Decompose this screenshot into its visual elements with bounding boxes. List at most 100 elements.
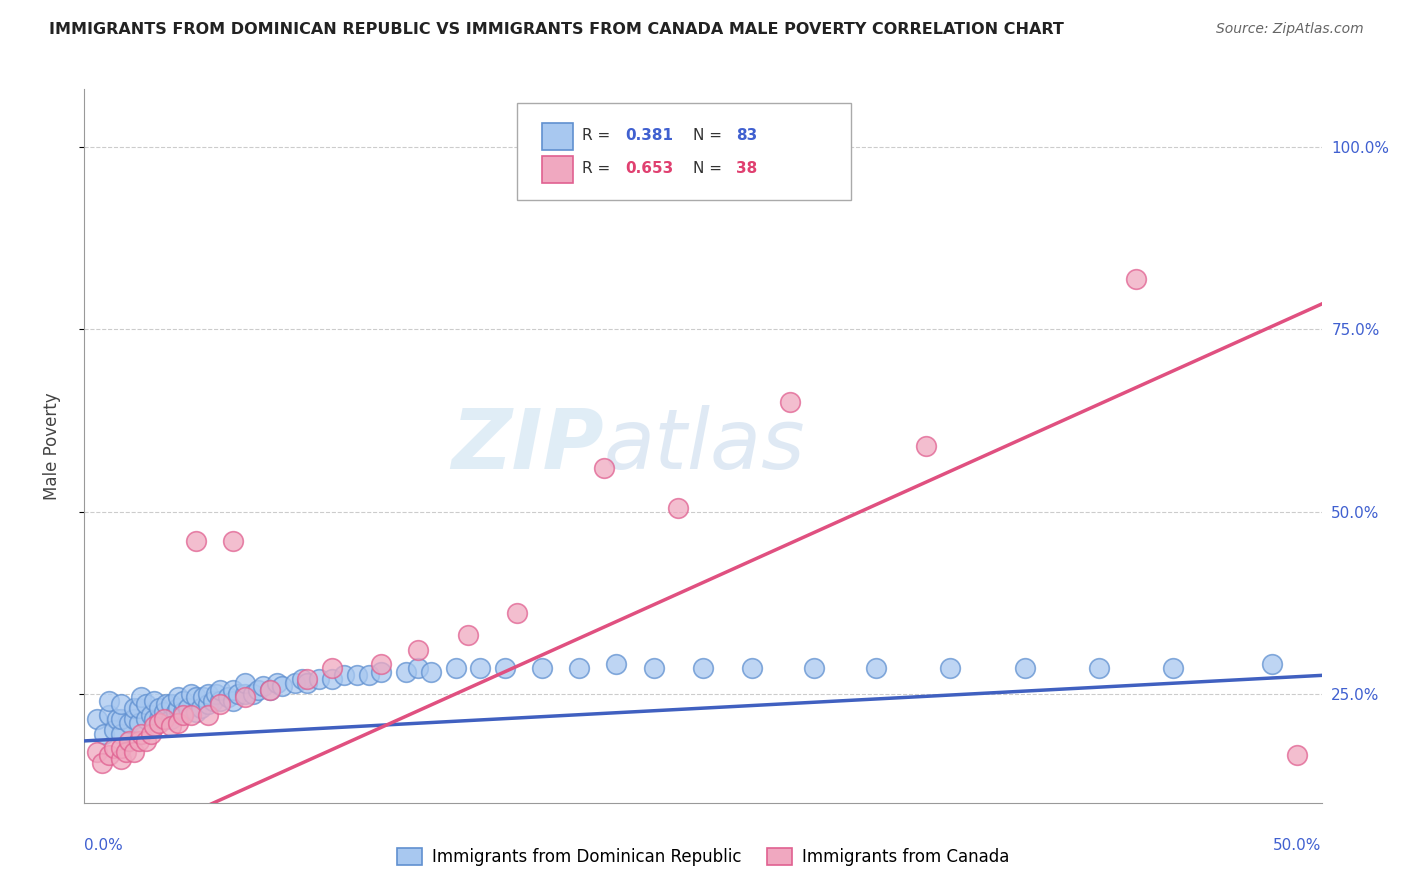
Point <box>122 745 145 759</box>
Point <box>160 712 183 726</box>
Point <box>233 675 256 690</box>
Point <box>204 687 226 701</box>
Point <box>190 701 212 715</box>
Point <box>110 752 132 766</box>
Point <box>333 668 356 682</box>
Point <box>128 734 150 748</box>
Point <box>666 500 689 515</box>
Point <box>128 715 150 730</box>
Point <box>122 701 145 715</box>
Point <box>222 682 245 697</box>
Point <box>184 705 207 719</box>
Point <box>408 643 430 657</box>
Point <box>177 701 200 715</box>
Text: Source: ZipAtlas.com: Source: ZipAtlas.com <box>1216 22 1364 37</box>
Point <box>122 712 145 726</box>
Point <box>321 661 343 675</box>
Point <box>531 661 554 675</box>
Point <box>110 698 132 712</box>
Point <box>148 712 170 726</box>
Point <box>167 701 190 715</box>
Point <box>172 694 194 708</box>
Point <box>692 661 714 675</box>
Point <box>165 705 187 719</box>
Text: 0.653: 0.653 <box>626 161 673 176</box>
Point <box>93 726 115 740</box>
Point <box>370 665 392 679</box>
Point <box>259 682 281 697</box>
Point <box>103 723 125 737</box>
FancyBboxPatch shape <box>543 123 574 150</box>
Point <box>142 712 165 726</box>
Point <box>266 675 288 690</box>
Point <box>135 712 157 726</box>
Point <box>209 682 232 697</box>
Point <box>242 687 264 701</box>
Point <box>167 715 190 730</box>
Point <box>167 690 190 705</box>
Text: ZIP: ZIP <box>451 406 605 486</box>
Point <box>209 698 232 712</box>
Point <box>155 698 177 712</box>
Point <box>184 533 207 548</box>
Point <box>865 661 887 675</box>
Point <box>115 745 138 759</box>
Point <box>148 715 170 730</box>
Point <box>284 675 307 690</box>
Text: IMMIGRANTS FROM DOMINICAN REPUBLIC VS IMMIGRANTS FROM CANADA MALE POVERTY CORREL: IMMIGRANTS FROM DOMINICAN REPUBLIC VS IM… <box>49 22 1064 37</box>
Point <box>160 698 183 712</box>
Point <box>1285 748 1308 763</box>
Point <box>233 690 256 705</box>
Point <box>160 719 183 733</box>
Point <box>271 679 294 693</box>
Point <box>395 665 418 679</box>
Point <box>129 726 152 740</box>
Point <box>308 672 330 686</box>
Point <box>1088 661 1111 675</box>
Point <box>98 748 121 763</box>
Point <box>152 712 174 726</box>
Point <box>191 690 214 705</box>
Point <box>568 661 591 675</box>
Text: 38: 38 <box>737 161 758 176</box>
Point <box>939 661 962 675</box>
Point <box>118 715 141 730</box>
Point <box>419 665 441 679</box>
Point <box>252 679 274 693</box>
Point <box>180 687 202 701</box>
Point <box>295 675 318 690</box>
Point <box>1261 657 1284 672</box>
Point <box>444 661 467 675</box>
Point <box>90 756 112 770</box>
Point <box>494 661 516 675</box>
Point <box>506 607 529 621</box>
Point <box>128 701 150 715</box>
Point <box>197 708 219 723</box>
Point <box>357 668 380 682</box>
Legend: Immigrants from Dominican Republic, Immigrants from Canada: Immigrants from Dominican Republic, Immi… <box>391 841 1015 873</box>
Point <box>110 726 132 740</box>
Point <box>152 705 174 719</box>
Text: 83: 83 <box>737 128 758 144</box>
Text: atlas: atlas <box>605 406 806 486</box>
Point <box>1125 271 1147 285</box>
Point <box>180 708 202 723</box>
Point <box>184 690 207 705</box>
Point <box>1014 661 1036 675</box>
Text: R =: R = <box>582 128 614 144</box>
Point <box>457 628 479 642</box>
Point <box>291 672 314 686</box>
Point <box>246 682 269 697</box>
Point <box>197 687 219 701</box>
Text: R =: R = <box>582 161 614 176</box>
Point <box>470 661 492 675</box>
Point <box>321 672 343 686</box>
Point <box>129 690 152 705</box>
Point <box>741 661 763 675</box>
Point <box>346 668 368 682</box>
Point <box>197 698 219 712</box>
Point <box>110 741 132 756</box>
Point <box>98 708 121 723</box>
Text: 50.0%: 50.0% <box>1274 838 1322 854</box>
FancyBboxPatch shape <box>517 103 852 200</box>
